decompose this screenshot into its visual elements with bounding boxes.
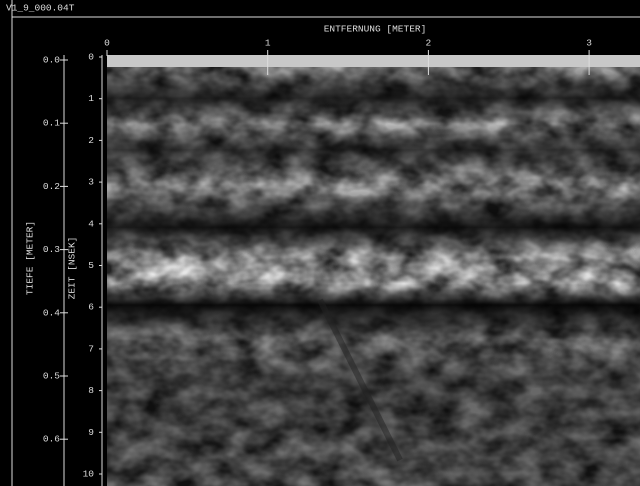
depth-tick-label: 0.3: [43, 244, 60, 255]
depth-axis-label: TIEFE [METER]: [25, 221, 36, 295]
depth-tick-label: 0.2: [43, 181, 60, 192]
depth-tick-label: 0.5: [43, 371, 60, 382]
time-tick-label: 2: [88, 135, 94, 146]
time-tick-label: 5: [88, 260, 94, 271]
x-tick-label: 3: [586, 38, 592, 49]
surface-reflection: [107, 55, 640, 67]
time-tick-label: 0: [88, 52, 94, 63]
x-axis-label: ENTFERNUNG [METER]: [324, 24, 427, 35]
depth-tick-label: 0.6: [43, 434, 60, 445]
time-tick-label: 8: [88, 385, 94, 396]
time-axis-label: ZEIT [NSEK]: [67, 237, 78, 300]
time-tick-label: 6: [88, 302, 94, 313]
time-tick-label: 1: [88, 93, 94, 104]
time-tick-label: 3: [88, 177, 94, 188]
x-tick-label: 1: [265, 38, 271, 49]
time-tick-label: 9: [88, 427, 94, 438]
depth-tick-label: 0.4: [43, 307, 60, 318]
time-tick-label: 4: [88, 218, 94, 229]
time-tick-label: 10: [83, 469, 95, 480]
hyperbola: [317, 298, 403, 462]
depth-tick-label: 0.1: [43, 118, 60, 129]
radargram-texture: [107, 55, 640, 486]
x-tick-label: 0: [104, 38, 110, 49]
time-tick-label: 7: [88, 343, 94, 354]
radargram: [107, 55, 640, 486]
x-tick-label: 2: [426, 38, 432, 49]
depth-tick-label: 0.0: [43, 55, 60, 66]
window-title: V1_9_000.04T: [6, 3, 75, 14]
